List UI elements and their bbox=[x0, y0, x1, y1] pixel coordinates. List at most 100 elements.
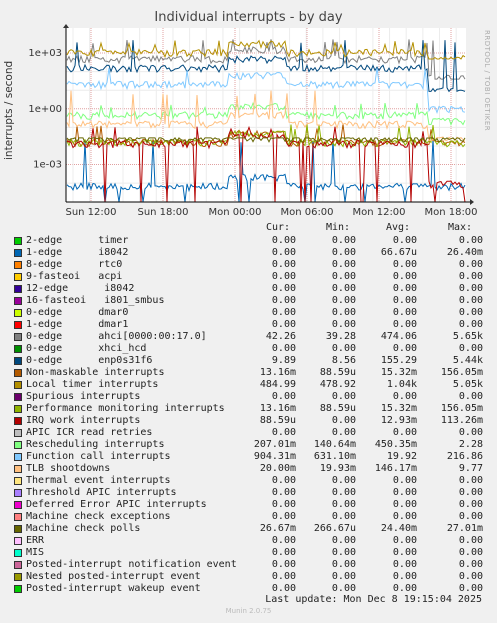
avg-value: 0.00 bbox=[392, 283, 417, 294]
cur-value: 0.00 bbox=[271, 271, 296, 282]
rrdtool-credit: RRDTOOL / TOBI OETIKER bbox=[483, 30, 491, 132]
legend-swatch bbox=[14, 321, 22, 329]
legend-label: 0-edge enp0s31f6 bbox=[26, 355, 153, 366]
legend-label: Performance monitoring interrupts bbox=[26, 403, 225, 414]
legend-swatch bbox=[14, 441, 22, 449]
avg-value: 0.00 bbox=[392, 235, 417, 246]
min-value: 0.00 bbox=[331, 427, 356, 438]
min-value: 0.00 bbox=[331, 259, 356, 270]
cur-value: 0.00 bbox=[271, 283, 296, 294]
legend-swatch bbox=[14, 513, 22, 521]
col-max: Max: bbox=[448, 222, 473, 233]
legend-label: TLB shootdowns bbox=[26, 463, 111, 474]
cur-value: 0.00 bbox=[271, 559, 296, 570]
legend-label: 2-edge timer bbox=[26, 235, 129, 246]
x-tick-label: Mon 12:00 bbox=[352, 207, 405, 218]
legend-label: 1-edge i8042 bbox=[26, 247, 129, 258]
col-cur: Cur: bbox=[266, 222, 291, 233]
avg-value: 0.00 bbox=[392, 295, 417, 306]
cur-value: 26.67m bbox=[259, 523, 296, 534]
min-value: 0.00 bbox=[331, 559, 356, 570]
legend-label: 0-edge dmar0 bbox=[26, 307, 129, 318]
series-line bbox=[66, 138, 466, 203]
legend-label: Rescheduling interrupts bbox=[26, 439, 165, 450]
legend-label: 0-edge xhci_hcd bbox=[26, 343, 147, 354]
avg-value: 0.00 bbox=[392, 583, 417, 594]
legend-swatch bbox=[14, 561, 22, 569]
min-value: 19.93m bbox=[319, 463, 356, 474]
x-tick-label: Mon 06:00 bbox=[280, 207, 333, 218]
min-value: 88.59u bbox=[319, 403, 356, 414]
legend-swatch bbox=[14, 393, 22, 401]
legend-swatch bbox=[14, 369, 22, 377]
max-value: 26.40m bbox=[446, 247, 483, 258]
avg-value: 0.00 bbox=[392, 475, 417, 486]
max-value: 9.77 bbox=[458, 463, 483, 474]
col-avg: Avg: bbox=[386, 222, 411, 233]
avg-value: 0.00 bbox=[392, 259, 417, 270]
legend-label: Nested posted-interrupt event bbox=[26, 571, 201, 582]
cur-value: 9.89 bbox=[271, 355, 296, 366]
avg-value: 0.00 bbox=[392, 511, 417, 522]
max-value: 0.00 bbox=[458, 535, 483, 546]
cur-value: 13.16m bbox=[259, 403, 296, 414]
min-value: 0.00 bbox=[331, 307, 356, 318]
legend-label: Machine check polls bbox=[26, 523, 141, 534]
avg-value: 24.40m bbox=[380, 523, 417, 534]
legend-swatch bbox=[14, 525, 22, 533]
max-value: 156.05m bbox=[440, 367, 483, 378]
max-value: 0.00 bbox=[458, 283, 483, 294]
min-value: 0.00 bbox=[331, 235, 356, 246]
min-value: 0.00 bbox=[331, 511, 356, 522]
legend-swatch bbox=[14, 453, 22, 461]
legend-swatch bbox=[14, 477, 22, 485]
max-value: 156.05m bbox=[440, 403, 483, 414]
max-value: 113.26m bbox=[440, 415, 483, 426]
avg-value: 0.00 bbox=[392, 571, 417, 582]
series-line bbox=[66, 39, 466, 60]
series-line bbox=[66, 123, 466, 148]
min-value: 0.00 bbox=[331, 283, 356, 294]
cur-value: 0.00 bbox=[271, 259, 296, 270]
min-value: 88.59u bbox=[319, 367, 356, 378]
cur-value: 0.00 bbox=[271, 547, 296, 558]
avg-value: 0.00 bbox=[392, 271, 417, 282]
legend-label: APIC ICR read retries bbox=[26, 427, 153, 438]
max-value: 0.00 bbox=[458, 259, 483, 270]
cur-value: 0.00 bbox=[271, 319, 296, 330]
max-value: 0.00 bbox=[458, 487, 483, 498]
min-value: 0.00 bbox=[331, 571, 356, 582]
min-value: 0.00 bbox=[331, 415, 356, 426]
legend-label: Machine check exceptions bbox=[26, 511, 171, 522]
legend-swatch bbox=[14, 417, 22, 425]
avg-value: 0.00 bbox=[392, 547, 417, 558]
cur-value: 0.00 bbox=[271, 583, 296, 594]
legend-label: ERR bbox=[26, 535, 45, 546]
avg-value: 19.92 bbox=[386, 451, 417, 462]
max-value: 0.00 bbox=[458, 295, 483, 306]
legend-swatch bbox=[14, 465, 22, 473]
legend-swatch bbox=[14, 381, 22, 389]
min-value: 0.00 bbox=[331, 319, 356, 330]
avg-value: 0.00 bbox=[392, 487, 417, 498]
avg-value: 146.17m bbox=[374, 463, 417, 474]
min-value: 0.00 bbox=[331, 487, 356, 498]
legend-swatch bbox=[14, 273, 22, 281]
avg-value: 66.67u bbox=[380, 247, 417, 258]
cur-value: 20.00m bbox=[259, 463, 296, 474]
x-tick-label: Sun 12:00 bbox=[65, 207, 116, 218]
y-axis-arrow bbox=[63, 24, 69, 28]
y-tick-label: 1e+03 bbox=[28, 48, 62, 59]
max-value: 0.00 bbox=[458, 235, 483, 246]
avg-value: 0.00 bbox=[392, 391, 417, 402]
series-line bbox=[66, 125, 466, 203]
legend-label: 12-edge i8042 bbox=[26, 283, 135, 294]
max-value: 0.00 bbox=[458, 271, 483, 282]
legend-label: 9-fasteoi acpi bbox=[26, 271, 123, 282]
max-value: 0.00 bbox=[458, 547, 483, 558]
cur-value: 0.00 bbox=[271, 247, 296, 258]
avg-value: 15.32m bbox=[380, 367, 417, 378]
legend-label: 8-edge rtc0 bbox=[26, 259, 123, 270]
avg-value: 1.04k bbox=[386, 379, 417, 390]
max-value: 5.65k bbox=[452, 331, 483, 342]
